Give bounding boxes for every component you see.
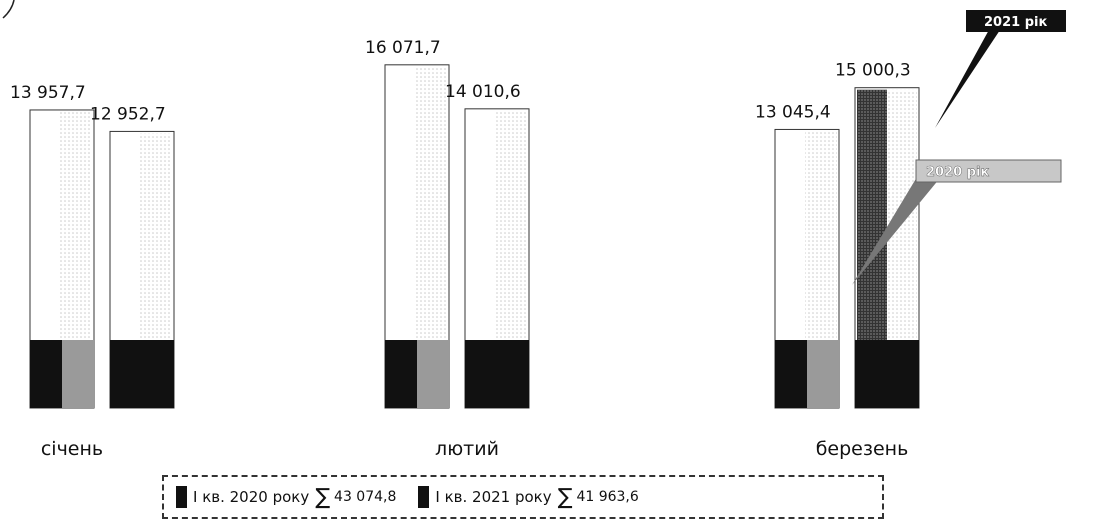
value-label: 13 957,7 <box>10 83 86 103</box>
corner-stroke <box>2 0 15 19</box>
category-label: березень <box>816 438 909 460</box>
sigma-icon: ∑ <box>315 484 331 510</box>
bar-texture <box>415 66 447 341</box>
bar-base-right <box>807 340 839 408</box>
legend-swatch-2020 <box>176 486 187 508</box>
legend-swatch-2021 <box>418 486 430 508</box>
category-label: лютий <box>435 438 499 460</box>
bar-base-right <box>62 340 94 408</box>
legend-label-2021: І кв. 2021 року <box>435 488 552 506</box>
bar-texture-dark <box>857 89 887 340</box>
bar-base-right <box>142 340 174 408</box>
value-label: 15 000,3 <box>835 61 911 81</box>
legend-total-2021: 41 963,6 <box>576 489 639 505</box>
bar-base-right <box>887 340 919 408</box>
bar-base-left <box>465 340 497 408</box>
bar-texture <box>140 133 172 340</box>
bar-texture <box>805 131 837 340</box>
bar-texture <box>60 111 92 340</box>
bar-base-right <box>497 340 529 408</box>
callout-box-2020 <box>915 159 1062 183</box>
callout-line-2021 <box>935 28 1000 128</box>
legend-label-2020: І кв. 2020 року <box>193 488 310 506</box>
callout-label-2021: 2021 рік <box>984 15 1047 30</box>
bar-base-left <box>30 340 62 408</box>
value-label: 12 952,7 <box>90 104 166 124</box>
bar-base-left <box>775 340 807 408</box>
bar-base-left <box>855 340 887 408</box>
sigma-icon: ∑ <box>557 484 573 510</box>
bar-base-left <box>110 340 142 408</box>
bar-base-left <box>385 340 417 408</box>
callout-box-2021 <box>966 10 1066 32</box>
value-label: 16 071,7 <box>365 38 441 58</box>
legend-item-2021: І кв. 2021 року ∑ 41 963,6 <box>418 484 639 510</box>
value-label: 13 045,4 <box>755 102 831 122</box>
callout-label-2020: 2020 рік <box>926 165 989 180</box>
legend-total-2020: 43 074,8 <box>334 489 397 505</box>
legend-item-2020: І кв. 2020 року ∑ 43 074,8 <box>176 485 396 510</box>
legend: І кв. 2020 року ∑ 43 074,8 І кв. 2021 ро… <box>162 475 884 519</box>
bar-base-right <box>417 340 449 408</box>
value-label: 14 010,6 <box>445 82 521 102</box>
callout-line-2020 <box>852 172 940 285</box>
category-label: січень <box>41 438 103 460</box>
bar-texture <box>495 110 527 340</box>
